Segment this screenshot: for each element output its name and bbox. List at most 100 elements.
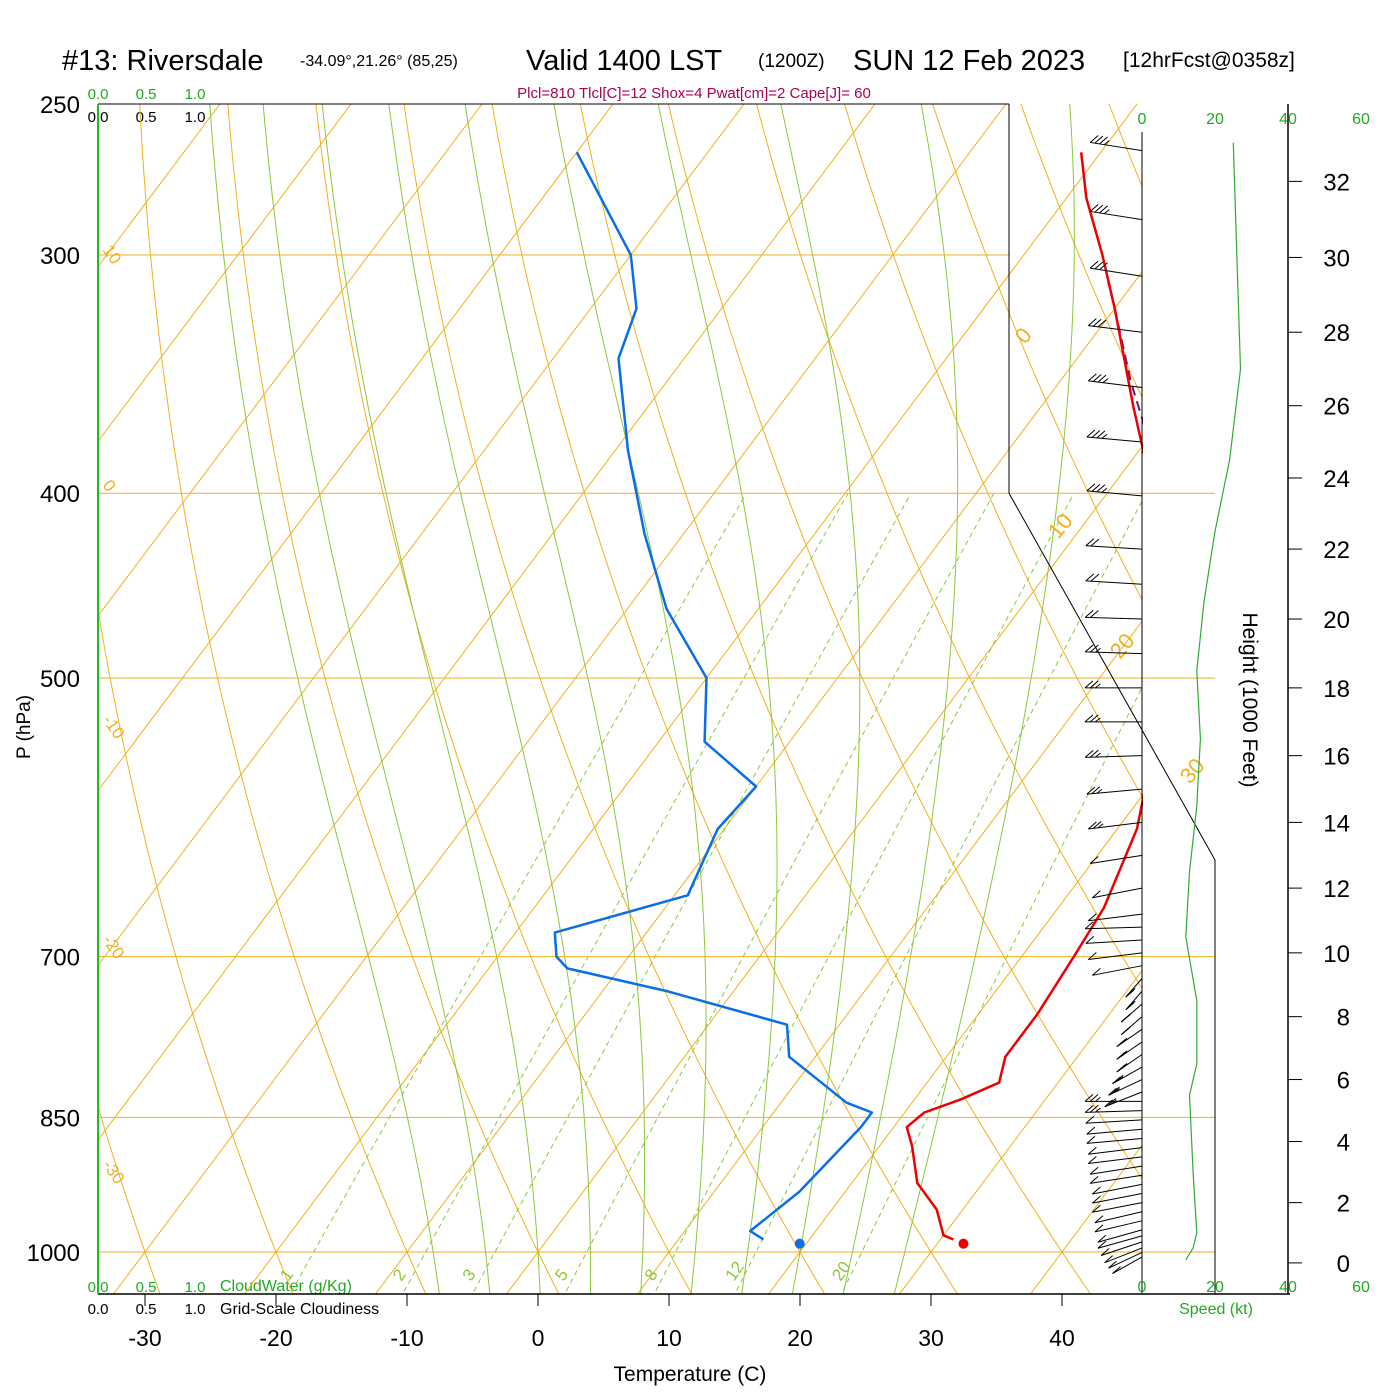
wind-barb-flag (1092, 967, 1101, 976)
wind-barb-flag (1107, 1098, 1117, 1106)
wind-barb-half (1121, 1064, 1127, 1070)
wind-barb-flag (1092, 820, 1102, 829)
wind-barb-staff (1085, 1110, 1143, 1113)
pressure-tick-label: 300 (40, 243, 80, 270)
mixing-ratio-label: 2 (389, 1266, 410, 1285)
isotherm-line (98, 104, 352, 443)
wind-barb-flag (1096, 430, 1106, 439)
wind-barb-staff (1097, 1229, 1143, 1243)
wind-barb-half (1124, 1027, 1131, 1032)
wind-barb-flag (1084, 1104, 1094, 1113)
mixing-ratio-label: 3 (459, 1266, 480, 1285)
wind-barb-staff (1092, 1183, 1143, 1195)
mixing-ratio-line (289, 492, 747, 1294)
dry-adiabat (98, 607, 294, 1294)
wind-barb-flag (1099, 136, 1108, 145)
dry-adiabat (315, 104, 693, 1294)
wind-barb (1084, 1104, 1143, 1113)
wind-barb-flag (1090, 610, 1099, 618)
sounding-indices: Plcl=810 Tlcl[C]=12 Shox=4 Pwat[cm]=2 Ca… (517, 85, 871, 102)
speed-tick-label: 60 (1352, 1279, 1370, 1296)
wind-barb-flag (1100, 1248, 1110, 1256)
wind-barb (1120, 1016, 1143, 1036)
wind-barb-staff (1086, 436, 1143, 443)
speed-tick-label: 20 (1206, 111, 1224, 128)
wind-barb-half (1095, 647, 1101, 653)
wind-barb (1092, 965, 1143, 976)
pressure-tick-label: 500 (40, 666, 80, 693)
isotherm-label: -10 (99, 711, 129, 742)
wind-barb (1084, 609, 1143, 620)
wind-barb-flag (1092, 890, 1101, 899)
isotherm-line (505, 445, 1142, 1294)
wind-barb-flag (1089, 856, 1099, 864)
pressure-tick-label: 1000 (27, 1240, 80, 1267)
wind-barb (1116, 1041, 1143, 1060)
valid-time: Valid 1400 LST (526, 45, 722, 77)
wind-barb-flag (1091, 430, 1101, 438)
wind-barb-staff (1112, 1066, 1143, 1085)
wind-barb (1086, 786, 1143, 795)
wind-barb (1125, 978, 1143, 998)
dry-adiabat (579, 104, 1091, 1294)
wind-barb-flag (1087, 1146, 1097, 1155)
height-tick-label: 8 (1337, 1005, 1350, 1032)
wind-barb (1087, 952, 1143, 960)
wind-barb-staff (1092, 887, 1143, 899)
mixing-ratio-line (471, 492, 912, 1294)
wind-barb (1084, 714, 1142, 723)
wind-barb-staff (1090, 1165, 1143, 1175)
wind-barb-staff (1088, 1156, 1143, 1164)
temperature-tick-label: 30 (918, 1325, 944, 1351)
height-tick-label: 20 (1323, 607, 1350, 634)
moist-adiabat (553, 104, 707, 1294)
isotherm-line (112, 104, 1007, 1294)
wind-barb-flag (1114, 1074, 1124, 1083)
wind-barb-flag (1089, 260, 1099, 269)
isotherm-label-right: 20 (1105, 628, 1140, 663)
temperature-tick-label: 0 (532, 1325, 545, 1351)
cloudwater-scale-label: 1.0 (185, 1279, 206, 1296)
isotherm-label-right: 10 (1043, 508, 1078, 543)
wind-barb-staff (1090, 141, 1143, 152)
isotherm-line (0, 0, 228, 1331)
wind-barb (1085, 573, 1143, 585)
cloudwater-scale-label: 1.0 (185, 86, 206, 103)
wind-barb-flag (1084, 609, 1094, 618)
wind-barb-flag (1108, 1087, 1117, 1096)
wind-barb-half (1095, 1107, 1101, 1113)
wind-barb-half (1117, 1076, 1124, 1082)
wind-barb-flag (1089, 680, 1099, 689)
height-tick-label: 16 (1323, 744, 1350, 771)
wind-barb-staff (1094, 1211, 1143, 1224)
pressure-tick-label: 400 (40, 481, 80, 508)
wind-barb-staff (1100, 1241, 1143, 1256)
moist-adiabat (842, 104, 959, 1294)
temperature-tick-label: 20 (787, 1325, 813, 1351)
wind-barb-flag (1091, 483, 1101, 492)
mixing-ratio-label: 5 (551, 1266, 572, 1285)
wind-barb-half (1111, 1099, 1117, 1105)
temperature-tick-label: -30 (128, 1325, 161, 1351)
mixing-ratio-line (402, 492, 849, 1294)
isotherm-line (1265, 0, 1400, 1331)
pressure-tick-label: 250 (40, 92, 80, 119)
moist-adiabat (657, 104, 778, 1294)
wind-barb-flag (1087, 1156, 1097, 1164)
dry-adiabat (227, 104, 560, 1294)
wind-barb-flag (1087, 821, 1097, 830)
wind-barb-staff (1108, 1251, 1143, 1269)
wind-barb (1085, 538, 1143, 550)
wind-barb (1084, 749, 1143, 758)
moist-adiabat (209, 104, 440, 1294)
wind-barb (1112, 1256, 1143, 1275)
wind-barb-flag (1104, 1099, 1113, 1108)
wind-barb-flag (1094, 1224, 1104, 1233)
isotherm-line (98, 104, 614, 792)
wind-barb-staff (1104, 1091, 1143, 1108)
dry-adiabat (1020, 104, 1142, 399)
height-tick-label: 26 (1323, 394, 1350, 421)
